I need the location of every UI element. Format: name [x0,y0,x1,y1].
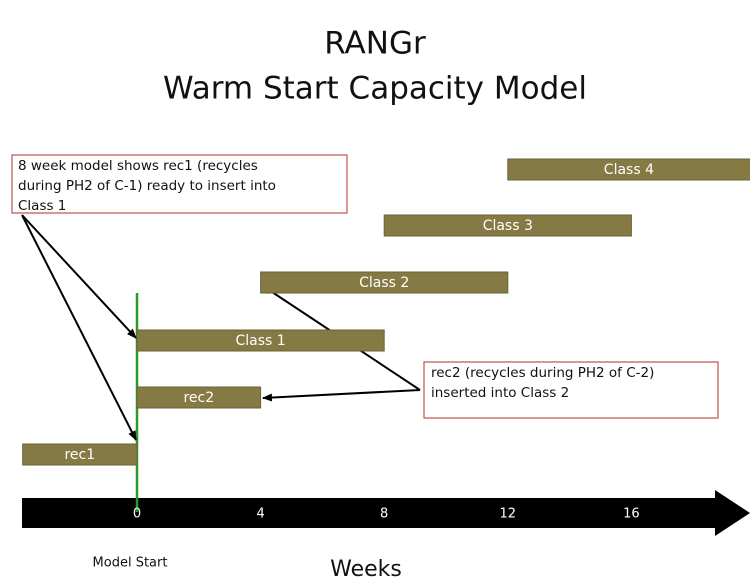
tick-label: 16 [623,507,640,522]
callout-box [423,361,719,419]
bar [136,329,385,352]
bar-label: Class 1 [235,333,285,349]
bar-label: Class 2 [359,275,409,291]
bar [22,443,138,466]
timeline-axis [22,490,750,536]
tick-label: 0 [133,507,141,522]
subtitle: Warm Start Capacity Model [163,71,587,107]
callout-text: rec2 (recycles during PH2 of C-2) [431,365,654,381]
bar [136,386,262,409]
bar-label: rec1 [64,447,95,463]
arrow [21,214,137,339]
callout-box [11,154,348,214]
title: RANGr [324,26,426,62]
arrow [262,389,421,402]
bar-label: rec2 [183,390,214,406]
bar-label: Class 4 [604,162,654,178]
axis-label: Weeks [330,557,402,582]
callout-text: 8 week model shows rec1 (recycles [18,158,258,174]
tick-label: 8 [380,507,388,522]
arrow [21,214,137,441]
bar [507,158,750,181]
origin-label: Model Start [93,556,168,571]
bar [383,214,632,237]
bar [260,271,509,294]
callout-text: during PH2 of C-1) ready to insert into [18,178,276,194]
bar-label: Class 3 [483,218,533,234]
callout-text: Class 1 [18,198,66,214]
callout-text: inserted into Class 2 [431,385,569,401]
tick-label: 4 [256,507,264,522]
tick-label: 12 [500,507,517,522]
